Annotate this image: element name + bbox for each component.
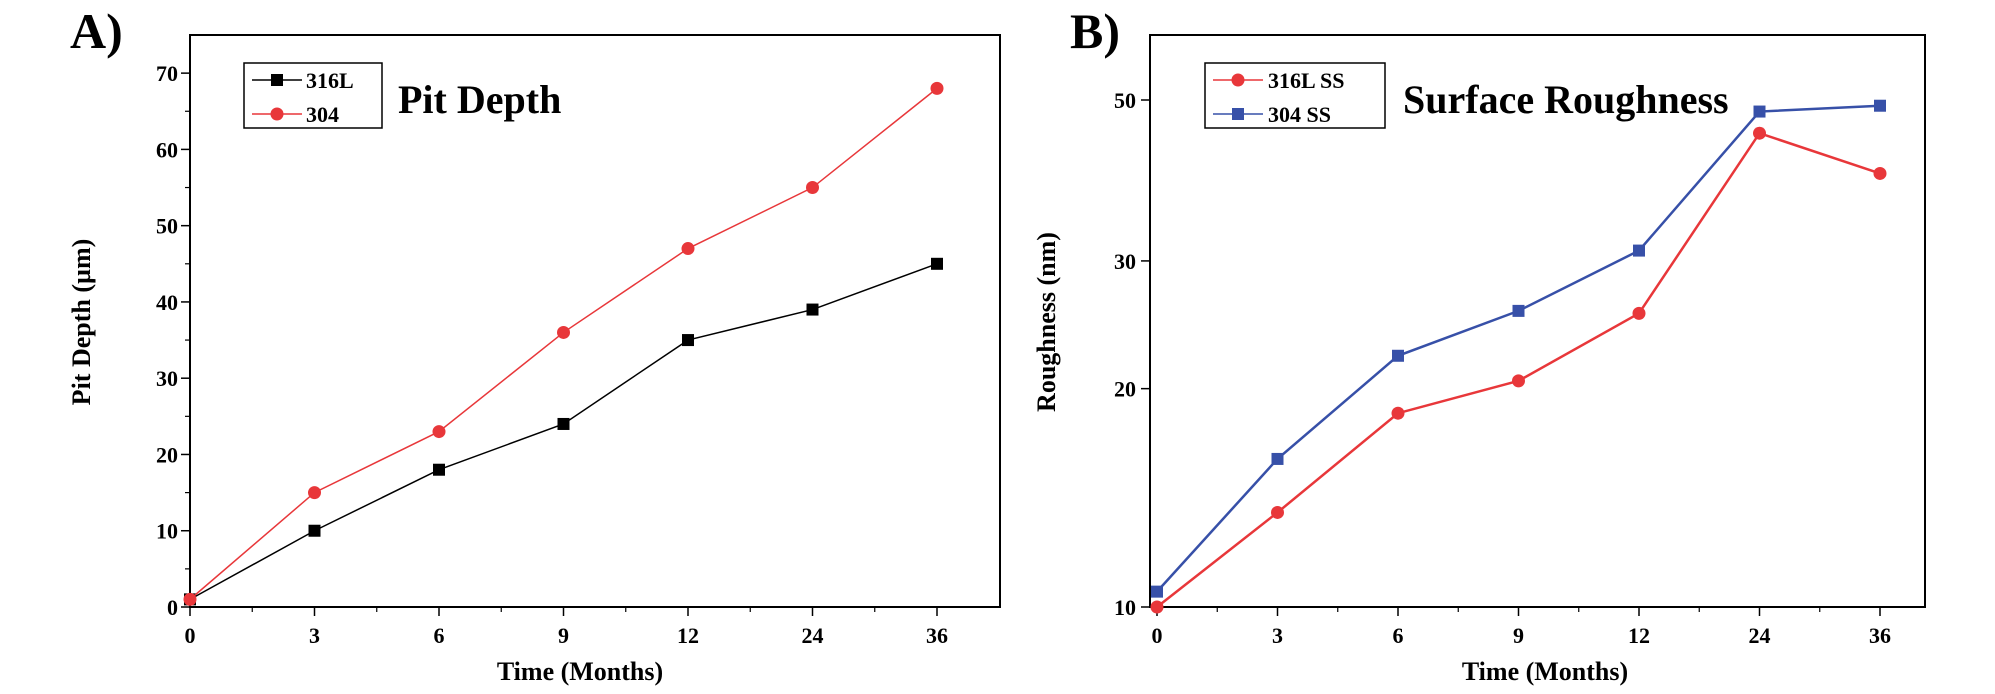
chart-a-legend-marker-316l [271,74,283,86]
chart-b-legend-label-316l-ss: 316L SS [1268,68,1344,93]
chart-a-point-316l [308,524,321,537]
chart-b-series-line-316l-ss [1156,131,1881,608]
chart-b-x-tick-label: 9 [1513,623,1524,648]
chart-a-y-tick-label: 0 [167,595,178,620]
chart-b-legend-marker-304-ss [1232,108,1244,120]
chart-b-x-tick-label: 6 [1393,623,1404,648]
chart-a-legend-label-316l: 316L [306,68,354,93]
chart-b-series-line-304-ss [1156,104,1881,593]
chart-b-y-tick-label: 20 [1114,377,1136,402]
chart-a-x-axis-label: Time (Months) [497,657,663,686]
chart-a-point-316l [557,417,570,430]
chart-a-legend-box [243,62,383,129]
chart-a-x-tick-label: 24 [802,623,824,648]
chart-a-y-tick-label: 40 [156,290,178,315]
chart-b-legend-label-304-ss: 304 SS [1268,102,1331,127]
chart-a-point-316l [433,463,445,476]
chart-a-y-tick-label: 60 [156,137,178,162]
chart-a-x-tick-label: 12 [677,623,699,648]
chart-b-point-316l-ss [1150,600,1164,614]
chart-b-frame [1149,34,1926,608]
chart-b-point-304-ss [1753,105,1766,118]
chart-b-x-axis-label: Time (Months) [1462,657,1628,686]
chart-b-x-tick-label: 36 [1869,623,1891,648]
chart-a-x-tick-label: 9 [558,623,569,648]
chart-b-point-304-ss [1392,349,1404,362]
chart-b-y-tick-label: 50 [1114,88,1136,113]
chart-a-panel-letter: A) [70,3,123,59]
chart-b-panel-letter: B) [1070,3,1120,59]
chart-b-x-tick-label: 12 [1628,623,1650,648]
chart-b: B) Surface Roughness Time (Months) Rough… [1032,3,1926,686]
chart-a-x-tick-label: 3 [309,623,320,648]
chart-a-legend: 316L 304 [243,62,383,129]
chart-a-y-tick-label: 10 [156,519,178,544]
chart-b-point-304-ss [1633,244,1645,257]
chart-b-y-tick-label: 30 [1114,249,1136,274]
chart-a-x-tick-label: 36 [926,623,948,648]
chart-b-point-304-ss [1271,452,1284,465]
chart-a-point-304 [432,425,446,439]
chart-b-point-316l-ss [1873,166,1887,180]
chart-a-y-tick-label: 70 [156,61,178,86]
chart-a-x-tick-label: 0 [185,623,196,648]
chart-b-y-tick-label: 10 [1114,595,1136,620]
chart-a-y-tick-label: 30 [156,366,178,391]
chart-b-legend-marker-316l-ss [1231,73,1245,87]
chart-a-point-316l [682,334,694,347]
chart-b-point-304-ss [1151,585,1163,598]
chart-a-point-304 [183,592,197,606]
chart-a-point-304 [806,181,819,195]
chart-b-point-316l-ss [1632,306,1646,320]
chart-b-y-axis-label: Roughness (nm) [1032,232,1061,412]
chart-a-legend-label-304: 304 [306,102,339,127]
chart-b-x-tick-label: 24 [1749,623,1771,648]
chart-a-point-304 [930,81,944,95]
chart-a-y-tick-label: 50 [156,214,178,239]
chart-b-legend: 316L SS 304 SS [1204,62,1386,129]
chart-a-title: Pit Depth [398,77,561,122]
chart-b-series-layer [1150,99,1887,614]
chart-b-point-316l-ss [1391,406,1405,420]
chart-a-x-tick-label: 6 [434,623,445,648]
chart-a-legend-marker-304 [270,107,284,121]
chart-a-series-layer [183,81,944,606]
chart-b-x-tick-label: 3 [1272,623,1283,648]
chart-b-title: Surface Roughness [1403,77,1729,122]
chart-a-frame [189,34,1001,608]
chart-b-point-304-ss [1512,304,1525,317]
chart-a-series-line-316l [189,263,938,601]
chart-b-x-tick-label: 0 [1152,623,1163,648]
chart-a-point-316l [931,257,943,270]
chart-a-y-tick-label: 20 [156,442,178,467]
chart-a-point-304 [681,242,695,256]
chart-a: A) Pit Depth Time (Months) Pit Depth (µm… [67,3,1001,686]
chart-a-y-axis-label: Pit Depth (µm) [67,239,96,406]
chart-a-point-316l [806,303,819,316]
chart-b-point-316l-ss [1753,126,1766,140]
chart-a-point-304 [557,325,570,339]
chart-b-point-316l-ss [1512,374,1525,388]
chart-b-point-304-ss [1874,99,1886,112]
chart-a-series-line-304 [189,87,938,600]
chart-a-point-304 [308,486,321,500]
chart-b-point-316l-ss [1271,505,1284,519]
